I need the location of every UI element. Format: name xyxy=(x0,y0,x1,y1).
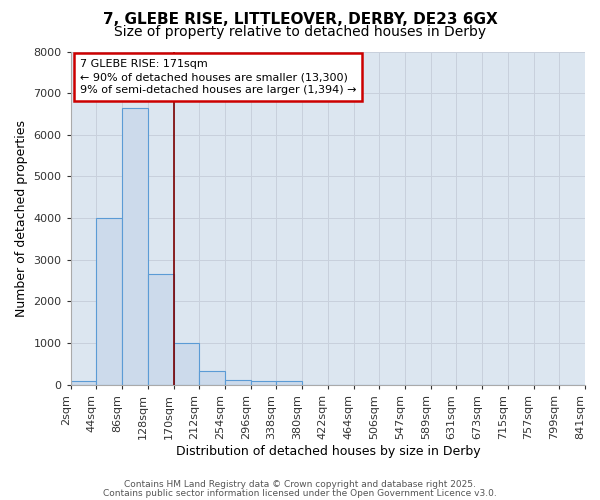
Bar xyxy=(251,382,277,385)
Bar xyxy=(97,218,122,385)
Bar xyxy=(71,380,97,385)
Text: 7 GLEBE RISE: 171sqm
← 90% of detached houses are smaller (13,300)
9% of semi-de: 7 GLEBE RISE: 171sqm ← 90% of detached h… xyxy=(80,59,356,96)
Text: 7, GLEBE RISE, LITTLEOVER, DERBY, DE23 6GX: 7, GLEBE RISE, LITTLEOVER, DERBY, DE23 6… xyxy=(103,12,497,28)
Bar xyxy=(277,382,302,385)
Y-axis label: Number of detached properties: Number of detached properties xyxy=(15,120,28,316)
Text: Size of property relative to detached houses in Derby: Size of property relative to detached ho… xyxy=(114,25,486,39)
Text: Contains public sector information licensed under the Open Government Licence v3: Contains public sector information licen… xyxy=(103,488,497,498)
X-axis label: Distribution of detached houses by size in Derby: Distribution of detached houses by size … xyxy=(176,444,480,458)
Bar xyxy=(173,343,199,385)
Bar xyxy=(199,371,225,385)
Bar xyxy=(148,274,173,385)
Text: Contains HM Land Registry data © Crown copyright and database right 2025.: Contains HM Land Registry data © Crown c… xyxy=(124,480,476,489)
Bar xyxy=(225,380,251,385)
Bar xyxy=(122,108,148,385)
